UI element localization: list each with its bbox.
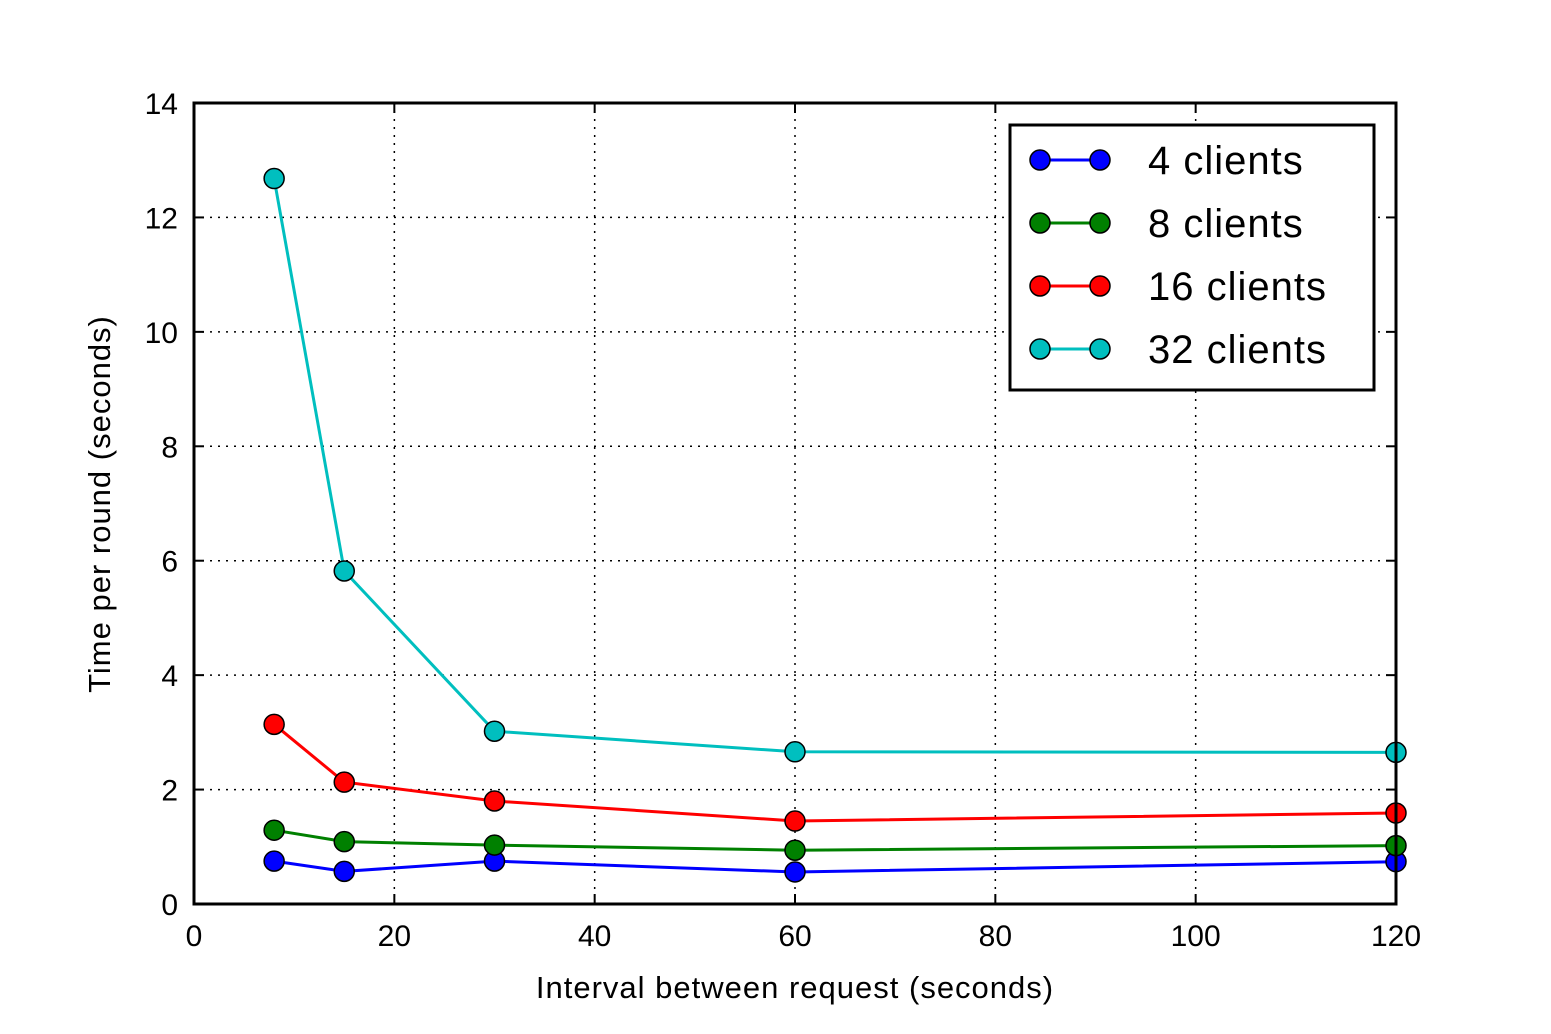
legend-label: 32 clients [1148, 328, 1327, 372]
data-point [333, 860, 355, 883]
legend-item: 16 clients [1029, 265, 1327, 309]
data-point [784, 810, 806, 832]
legend-marker [1029, 338, 1051, 360]
y-tick-label: 12 [145, 202, 178, 235]
y-axis-label: Time per round (seconds) [82, 315, 117, 693]
legend-marker [1089, 275, 1111, 297]
data-point [483, 790, 506, 812]
x-tick-label: 120 [1371, 920, 1421, 953]
x-tick-label: 60 [778, 920, 811, 953]
y-tick-label: 0 [161, 889, 178, 922]
x-tick-label: 80 [979, 920, 1012, 953]
legend: 4 clients 8 clients 16 clients 32 clients [1008, 123, 1376, 392]
data-point [263, 819, 285, 841]
legend-marker [1089, 149, 1111, 171]
legend-label: 4 clients [1148, 139, 1304, 183]
legend-marker [1029, 149, 1051, 171]
data-point [263, 850, 285, 872]
series-1 [263, 819, 1407, 861]
y-tick-label: 6 [161, 546, 178, 579]
data-point [784, 839, 806, 861]
legend-label: 8 clients [1148, 202, 1304, 246]
data-point [784, 861, 806, 883]
legend-frame [1008, 123, 1376, 392]
x-tick-label: 40 [578, 920, 611, 953]
series-3 [263, 167, 1407, 764]
data-point [784, 741, 806, 763]
legend-marker [1029, 275, 1051, 297]
y-tick-label: 8 [161, 431, 178, 464]
series-0 [263, 850, 1407, 883]
series-line [273, 723, 1397, 823]
series-line [273, 828, 1397, 852]
y-tick-label: 10 [145, 317, 178, 350]
data-point [333, 830, 355, 853]
data-point [263, 713, 285, 736]
y-tick-label: 4 [161, 660, 178, 693]
legend-marker [1089, 338, 1111, 360]
legend-marker [1089, 212, 1111, 234]
legend-label: 16 clients [1148, 265, 1327, 309]
y-tick-label: 14 [145, 88, 178, 121]
grid [194, 103, 1396, 904]
series-2 [263, 713, 1407, 832]
x-tick-label: 20 [378, 920, 411, 953]
series-layer [263, 167, 1407, 883]
legend-item: 8 clients [1029, 202, 1304, 246]
x-tick-label: 100 [1171, 920, 1221, 953]
data-point [483, 834, 506, 856]
data-point [333, 771, 355, 793]
data-point [483, 720, 506, 742]
legend-item: 32 clients [1029, 328, 1327, 372]
x-tick-label: 0 [186, 920, 203, 953]
legend-item: 4 clients [1029, 139, 1304, 183]
data-point [263, 167, 285, 190]
ticks: 0 20 40 60 80 100 120 0 2 4 6 8 10 12 14 [145, 88, 1421, 953]
series-line [273, 859, 1397, 874]
x-axis-label: Interval between request (seconds) [536, 970, 1054, 1005]
legend-marker [1029, 212, 1051, 234]
y-tick-label: 2 [161, 775, 178, 808]
data-point [333, 560, 355, 582]
